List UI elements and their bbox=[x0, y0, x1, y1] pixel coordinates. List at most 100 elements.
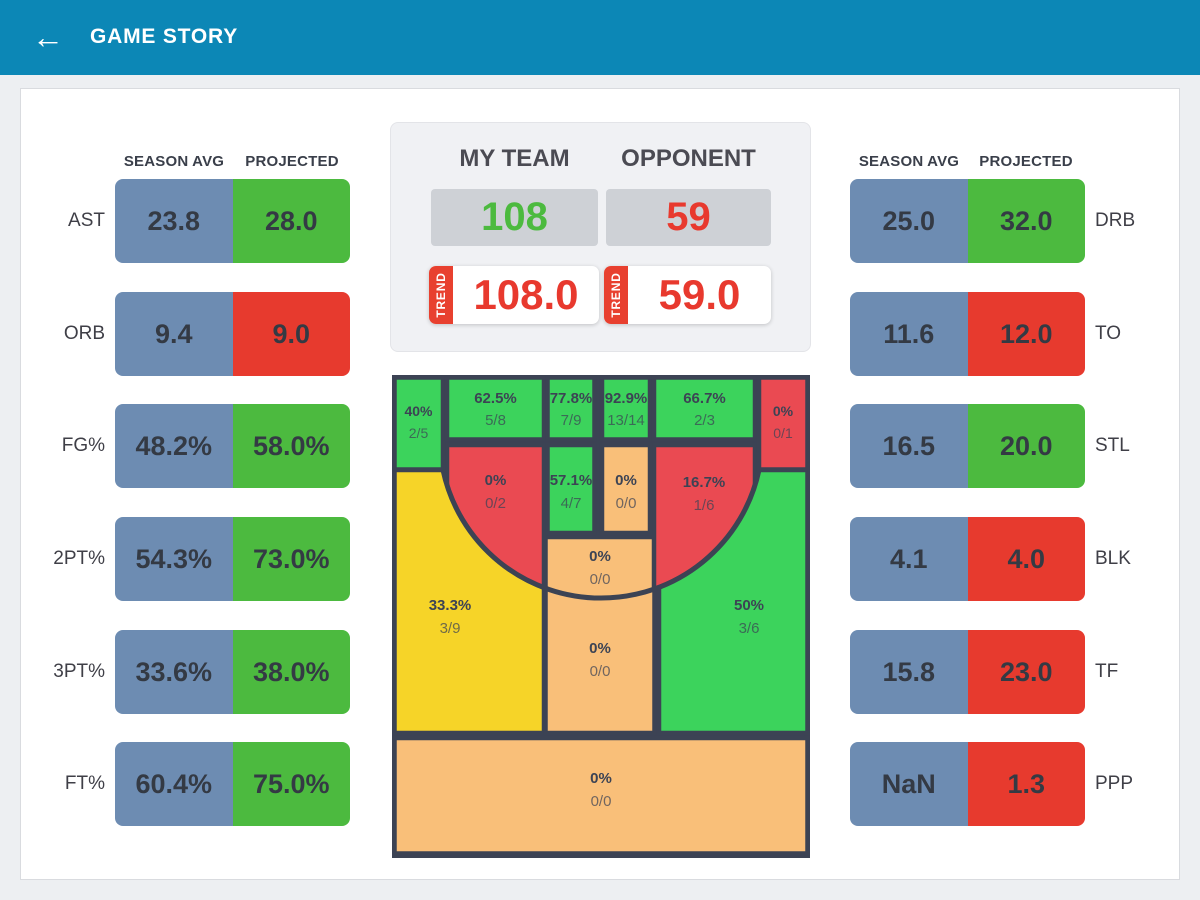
stat-label: FG% bbox=[61, 435, 105, 456]
stat-bar: 11.6 12.0 bbox=[850, 292, 1085, 376]
stat-label: TO bbox=[1095, 323, 1122, 344]
projected-cell: 38.0% bbox=[232, 630, 350, 714]
trend-tab-label: TREND bbox=[609, 272, 623, 318]
zone-fraction: 1/6 bbox=[694, 497, 715, 514]
zone-backcourt bbox=[392, 735, 810, 856]
opponent-trend-box: TREND 59.0 bbox=[604, 266, 771, 324]
zone-fraction: 0/0 bbox=[590, 571, 611, 588]
projected-cell: 73.0% bbox=[232, 517, 350, 601]
opponent-header: OPPONENT bbox=[621, 145, 756, 172]
trend-tab: TREND bbox=[604, 266, 628, 324]
zone-pct: 40% bbox=[404, 403, 433, 419]
page-title: GAME STORY bbox=[90, 25, 239, 48]
zone-corner-right bbox=[756, 375, 810, 472]
season-avg-cell: 11.6 bbox=[850, 292, 968, 376]
zone-corner-left bbox=[392, 375, 446, 472]
stat-bar: 15.8 23.0 bbox=[850, 630, 1085, 714]
zone-fraction: 0/1 bbox=[773, 425, 793, 441]
zone-fraction: 0/2 bbox=[485, 495, 506, 512]
opponent-score: 59 bbox=[606, 189, 771, 246]
season-avg-cell: 48.2% bbox=[115, 404, 233, 488]
zone-top-center-left bbox=[545, 375, 597, 442]
projected-cell: 75.0% bbox=[232, 742, 350, 826]
my-team-header: MY TEAM bbox=[459, 145, 570, 172]
zone-block-right bbox=[599, 442, 653, 536]
stat-label: 2PT% bbox=[53, 548, 105, 569]
stat-label: 3PT% bbox=[53, 661, 105, 682]
zone-pct: 16.7% bbox=[683, 474, 726, 491]
zone-fraction: 2/5 bbox=[409, 425, 429, 441]
zone-pct: 33.3% bbox=[429, 597, 472, 614]
projected-cell: 1.3 bbox=[967, 742, 1085, 826]
season-avg-cell: 54.3% bbox=[115, 517, 233, 601]
zone-pct: 62.5% bbox=[474, 390, 517, 407]
my-team-score: 108 bbox=[431, 189, 598, 246]
zone-pct: 0% bbox=[615, 472, 637, 489]
season-avg-header-right: SEASON AVG bbox=[858, 153, 960, 170]
zone-wing-right bbox=[651, 375, 758, 442]
zone-pct: 57.1% bbox=[550, 472, 593, 489]
zone-paint-column bbox=[543, 534, 657, 736]
zone-fraction: 3/9 bbox=[440, 620, 461, 637]
zone-fraction: 0/0 bbox=[590, 663, 611, 680]
zone-fraction: 7/9 bbox=[561, 412, 582, 429]
stat-label: FT% bbox=[64, 773, 105, 794]
zone-pct: 77.8% bbox=[550, 390, 593, 407]
projected-cell: 20.0 bbox=[967, 404, 1085, 488]
three-point-arc bbox=[440, 469, 762, 601]
season-avg-cell: 9.4 bbox=[115, 292, 233, 376]
stat-label: PPP bbox=[1095, 773, 1134, 794]
zone-pct: 0% bbox=[589, 548, 611, 565]
stat-bar: NaN 1.3 bbox=[850, 742, 1085, 826]
zone-pct: 0% bbox=[485, 472, 507, 489]
opponent-trend-value: 59.0 bbox=[658, 271, 741, 318]
projected-cell: 58.0% bbox=[232, 404, 350, 488]
projected-cell: 28.0 bbox=[232, 179, 350, 263]
projected-cell: 23.0 bbox=[967, 630, 1085, 714]
season-avg-cell: 15.8 bbox=[850, 630, 968, 714]
projected-cell: 4.0 bbox=[967, 517, 1085, 601]
season-avg-cell: 33.6% bbox=[115, 630, 233, 714]
zone-fraction: 4/7 bbox=[561, 495, 582, 512]
my-team-trend-box: TREND 108.0 bbox=[429, 266, 599, 324]
stat-bar: 4.1 4.0 bbox=[850, 517, 1085, 601]
stat-bar: 16.5 20.0 bbox=[850, 404, 1085, 488]
zone-pct: 50% bbox=[734, 597, 764, 614]
zone-fraction: 3/6 bbox=[739, 620, 760, 637]
season-avg-cell: 16.5 bbox=[850, 404, 968, 488]
stat-label: DRB bbox=[1095, 210, 1136, 231]
zone-fraction: 2/3 bbox=[694, 412, 715, 429]
trend-tab-label: TREND bbox=[434, 272, 448, 318]
zone-pct: 92.9% bbox=[605, 390, 648, 407]
stat-label: BLK bbox=[1095, 548, 1131, 569]
stat-bar: 9.4 9.0 bbox=[115, 292, 350, 376]
zone-fraction: 0/0 bbox=[591, 793, 612, 810]
season-avg-cell: NaN bbox=[850, 742, 968, 826]
stat-bar: 23.8 28.0 bbox=[115, 179, 350, 263]
zone-pct: 0% bbox=[773, 403, 794, 419]
season-avg-cell: 25.0 bbox=[850, 179, 968, 263]
season-avg-cell: 4.1 bbox=[850, 517, 968, 601]
zone-fraction: 5/8 bbox=[485, 412, 506, 429]
projected-cell: 9.0 bbox=[232, 292, 350, 376]
scoreboard-panel: MY TEAM OPPONENT 108 59 TREND 108.0 TREN… bbox=[390, 122, 811, 352]
projected-cell: 32.0 bbox=[967, 179, 1085, 263]
season-avg-cell: 60.4% bbox=[115, 742, 233, 826]
projected-header-right: PROJECTED bbox=[979, 153, 1073, 170]
shot-chart-court: 40% 2/5 62.5% 5/8 77.8% 7/9 92.9% 13/14 … bbox=[392, 375, 810, 858]
projected-cell: 12.0 bbox=[967, 292, 1085, 376]
stat-bar: 60.4% 75.0% bbox=[115, 742, 350, 826]
stat-label: ORB bbox=[63, 323, 105, 344]
stat-label: TF bbox=[1095, 661, 1119, 682]
zone-top-center-right bbox=[599, 375, 653, 442]
trend-tab: TREND bbox=[429, 266, 453, 324]
back-arrow-icon[interactable]: ← bbox=[32, 19, 64, 55]
zone-fraction: 0/0 bbox=[616, 495, 637, 512]
stat-bar: 25.0 32.0 bbox=[850, 179, 1085, 263]
season-avg-header-left: SEASON AVG bbox=[123, 153, 225, 170]
season-avg-cell: 23.8 bbox=[115, 179, 233, 263]
zone-pct: 0% bbox=[589, 640, 611, 657]
my-team-trend-value: 108.0 bbox=[473, 271, 579, 318]
zone-pct: 0% bbox=[590, 770, 612, 787]
